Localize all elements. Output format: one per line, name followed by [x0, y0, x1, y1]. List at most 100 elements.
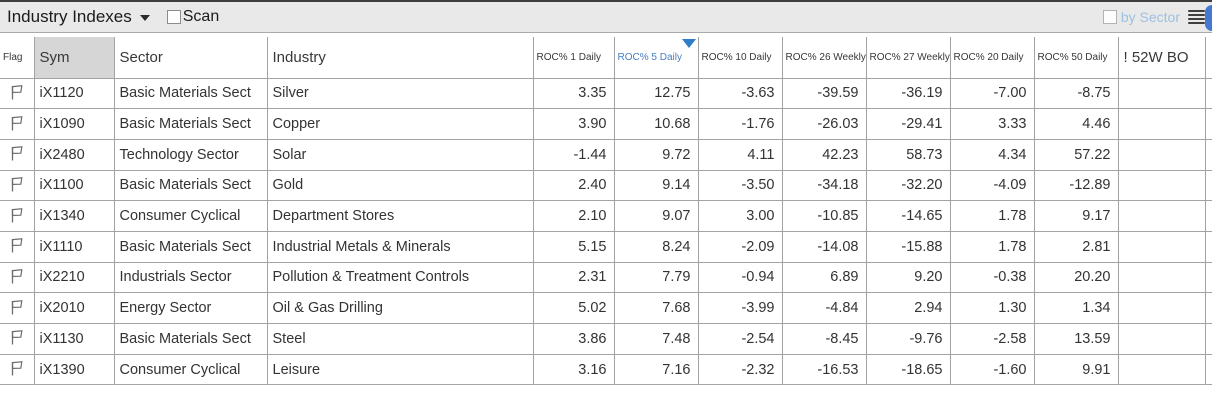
- symbol-cell[interactable]: iX1090: [34, 108, 115, 140]
- table-row[interactable]: iX1100 Basic Materials Sect Gold 2.40 9.14 -3…: [0, 170, 1212, 202]
- flag-icon[interactable]: [9, 207, 24, 224]
- flag-icon[interactable]: [9, 115, 24, 132]
- industry-cell[interactable]: Silver: [267, 78, 534, 110]
- flag-cell[interactable]: [0, 200, 35, 232]
- flag-icon[interactable]: [9, 176, 24, 193]
- flag-cell[interactable]: [0, 139, 35, 171]
- roc5d-value-cell: 9.07: [614, 200, 699, 232]
- roc1d-value-cell: 3.86: [533, 323, 615, 355]
- flag-cell[interactable]: [0, 323, 35, 355]
- symbol-cell[interactable]: iX2210: [34, 262, 115, 294]
- edge-button[interactable]: [1205, 5, 1212, 31]
- scan-checkbox-group[interactable]: Scan: [166, 8, 219, 26]
- sector-cell[interactable]: Basic Materials Sect: [114, 323, 268, 355]
- by-sector-checkbox-group[interactable]: by Sector: [1102, 9, 1180, 25]
- symbol-cell[interactable]: iX1130: [34, 323, 115, 355]
- symbol-cell[interactable]: iX2010: [34, 292, 115, 324]
- column-header-label: ROC% 10 Daily: [701, 51, 772, 63]
- flag-icon[interactable]: [9, 237, 24, 254]
- flag-cell[interactable]: [0, 354, 35, 386]
- industry-cell[interactable]: Copper: [267, 108, 534, 140]
- column-header-roc50d[interactable]: ROC% 50 Daily: [1034, 37, 1119, 79]
- roc1d-value-cell: 3.90: [533, 108, 615, 140]
- symbol-cell[interactable]: iX1120: [34, 78, 115, 110]
- sector-cell[interactable]: Basic Materials Sect: [114, 108, 268, 140]
- table-row[interactable]: iX1130 Basic Materials Sect Steel 3.86 7.48-…: [0, 323, 1212, 355]
- flag-cell[interactable]: [0, 231, 35, 263]
- roc26w-value-cell: -16.53: [782, 354, 867, 386]
- column-header-label: Flag: [3, 51, 23, 63]
- industry-cell[interactable]: Oil & Gas Drilling: [267, 292, 534, 324]
- column-header-roc10d[interactable]: ROC% 10 Daily: [698, 37, 783, 79]
- flag-cell[interactable]: [0, 170, 35, 202]
- scan-checkbox[interactable]: [166, 10, 181, 24]
- roc26w-value-cell: -8.45: [782, 323, 867, 355]
- roc5d-value-cell: 7.79: [614, 262, 699, 294]
- flag-icon[interactable]: [9, 329, 24, 346]
- industry-cell[interactable]: Gold: [267, 170, 534, 202]
- column-header-label: ROC% 1 Daily: [536, 51, 601, 63]
- roc10d-value-cell: -3.50: [698, 170, 783, 202]
- table-row[interactable]: iX1090 Basic Materials Sect Copper 3.90 10.6…: [0, 108, 1212, 140]
- industry-cell[interactable]: Industrial Metals & Minerals: [267, 231, 534, 263]
- symbol-cell[interactable]: iX1390: [34, 354, 115, 386]
- symbol-cell[interactable]: iX1110: [34, 231, 115, 263]
- flag-icon[interactable]: [9, 360, 24, 377]
- table-row[interactable]: iX1110 Basic Materials Sect Industrial Met…: [0, 231, 1212, 263]
- table-row[interactable]: iX2480 Technology Sector Solar -1.44 9.72 4.1…: [0, 139, 1212, 171]
- symbol-cell[interactable]: iX2480: [34, 139, 115, 171]
- column-header-sector[interactable]: Sector: [114, 37, 268, 79]
- sector-cell[interactable]: Industrials Sector: [114, 262, 268, 294]
- sector-cell[interactable]: Consumer Cyclical: [114, 200, 268, 232]
- roc26w-value-cell: -34.18: [782, 170, 867, 202]
- column-header-flag[interactable]: Flag: [0, 37, 35, 79]
- sort-desc-icon[interactable]: [681, 39, 696, 48]
- industry-cell[interactable]: Solar: [267, 139, 534, 171]
- flag-icon[interactable]: [9, 299, 24, 316]
- flag-cell[interactable]: [0, 78, 35, 110]
- column-header-roc26w[interactable]: ROC% 26 Weekly: [782, 37, 867, 79]
- flag-icon[interactable]: [9, 84, 24, 101]
- flag-cell[interactable]: [0, 262, 35, 294]
- sector-cell[interactable]: Basic Materials Sect: [114, 170, 268, 202]
- table-row[interactable]: iX2010 Energy Sector Oil & Gas Drilling 5.0…: [0, 292, 1212, 324]
- chevron-down-icon: [139, 15, 150, 21]
- roc26w-value-cell: 6.89: [782, 262, 867, 294]
- symbol-cell[interactable]: iX1340: [34, 200, 115, 232]
- column-header-roc1d[interactable]: ROC% 1 Daily: [533, 37, 615, 79]
- column-header-roc27w[interactable]: ROC% 27 Weekly: [866, 37, 951, 79]
- industry-cell[interactable]: Pollution & Treatment Controls: [267, 262, 534, 294]
- roc50d-value-cell: 1.34: [1034, 292, 1119, 324]
- column-header-label: ROC% 5 Daily: [617, 51, 682, 63]
- roc20d-value-cell: 4.34: [950, 139, 1035, 171]
- table-row[interactable]: iX2210 Industrials Sector Pollution & Trea…: [0, 262, 1212, 294]
- table-row[interactable]: iX1390 Consumer Cyclical Leisure 3.16 7.16 -2…: [0, 354, 1212, 386]
- flag-cell[interactable]: [0, 292, 35, 324]
- flag-cell[interactable]: [0, 108, 35, 140]
- roc27w-value-cell: -14.65: [866, 200, 951, 232]
- column-header-bo52w[interactable]: ! 52W BO: [1118, 37, 1206, 79]
- column-header-roc20d[interactable]: ROC% 20 Daily: [950, 37, 1035, 79]
- table-row[interactable]: iX1340 Consumer Cyclical Department Stores…: [0, 200, 1212, 232]
- symbol-cell[interactable]: iX1100: [34, 170, 115, 202]
- roc10d-value-cell: -3.63: [698, 78, 783, 110]
- sector-cell[interactable]: Basic Materials Sect: [114, 231, 268, 263]
- flag-icon[interactable]: [9, 268, 24, 285]
- flag-icon[interactable]: [9, 145, 24, 162]
- menu-icon[interactable]: [1188, 10, 1205, 24]
- by-sector-checkbox[interactable]: [1102, 10, 1117, 24]
- roc20d-value-cell: -0.38: [950, 262, 1035, 294]
- column-header-sym[interactable]: Sym: [34, 37, 115, 79]
- sector-cell[interactable]: Consumer Cyclical: [114, 354, 268, 386]
- sector-cell[interactable]: Energy Sector: [114, 292, 268, 324]
- sector-cell[interactable]: Technology Sector: [114, 139, 268, 171]
- column-header-roc5d[interactable]: ROC% 5 Daily: [614, 37, 699, 79]
- column-header-industry[interactable]: Industry: [267, 37, 534, 79]
- scroll-edge-cell: [1205, 262, 1212, 294]
- industry-cell[interactable]: Leisure: [267, 354, 534, 386]
- table-row[interactable]: iX1120 Basic Materials Sect Silver 3.35 12.7…: [0, 78, 1212, 110]
- index-group-dropdown[interactable]: Industry Indexes: [0, 7, 150, 27]
- industry-cell[interactable]: Steel: [267, 323, 534, 355]
- industry-cell[interactable]: Department Stores: [267, 200, 534, 232]
- sector-cell[interactable]: Basic Materials Sect: [114, 78, 268, 110]
